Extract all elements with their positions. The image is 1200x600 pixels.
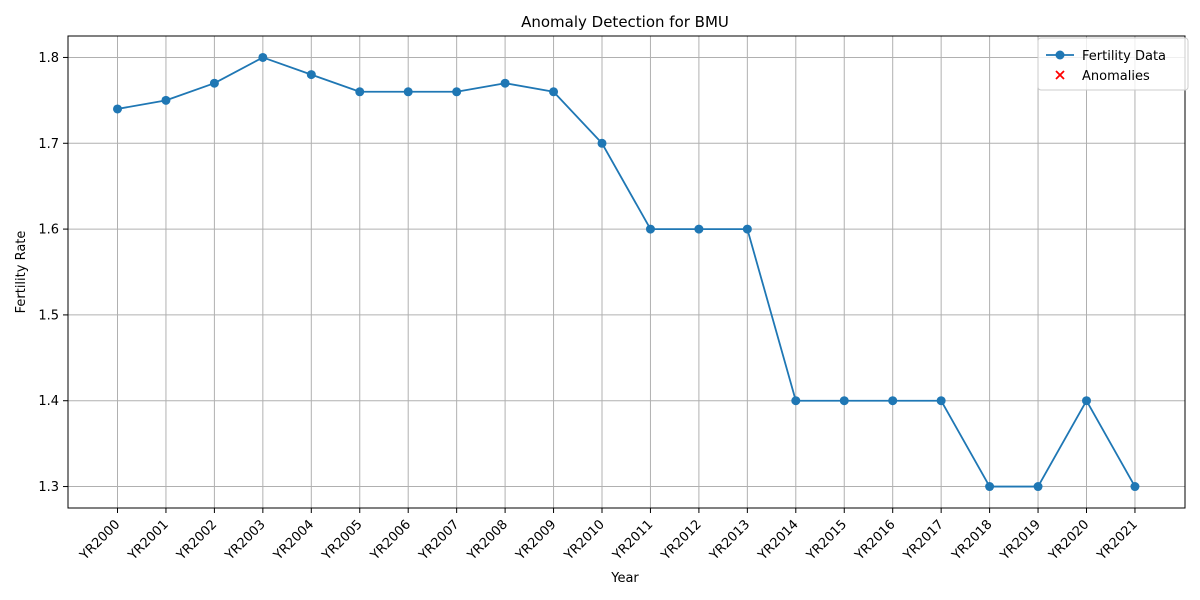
data-point bbox=[258, 52, 268, 62]
data-point bbox=[113, 104, 122, 114]
x-tick-label: YR2000 bbox=[77, 517, 124, 564]
y-tick-label: 1.7 bbox=[38, 137, 59, 152]
legend-label-anomalies: Anomalies bbox=[1082, 69, 1150, 84]
data-point bbox=[936, 396, 946, 406]
x-tick-label: YR2009 bbox=[513, 517, 560, 564]
series-layer bbox=[113, 52, 1140, 492]
data-point bbox=[549, 87, 559, 97]
legend-box bbox=[1037, 37, 1189, 91]
chart-title: Anomaly Detection for BMU bbox=[521, 13, 729, 31]
x-tick-label: YR2018 bbox=[949, 517, 996, 564]
x-tick-label: YR2015 bbox=[803, 517, 850, 564]
data-point bbox=[1082, 396, 1091, 406]
data-point bbox=[985, 482, 995, 492]
x-tick-label: YR2020 bbox=[1046, 517, 1093, 564]
y-tick-label: 1.5 bbox=[38, 308, 59, 323]
x-tick-label: YR2008 bbox=[464, 517, 511, 564]
x-tick-label: YR2006 bbox=[367, 517, 414, 564]
x-tick-label: YR2010 bbox=[561, 517, 608, 564]
axes-layer: YR2000 YR2001 YR2002 YR2003 YR2004 YR2005 YR20… bbox=[38, 35, 1186, 564]
data-point bbox=[452, 87, 462, 97]
x-axis-label: Year bbox=[610, 571, 639, 586]
data-point bbox=[209, 78, 219, 88]
data-point bbox=[355, 87, 365, 97]
y-axis-label: Fertility Rate bbox=[14, 231, 29, 314]
x-tick-label: YR2012 bbox=[658, 517, 705, 564]
x-tick-label: YR2001 bbox=[125, 517, 172, 564]
data-point bbox=[742, 224, 752, 234]
plot-frame bbox=[67, 35, 1186, 509]
x-tick-label: YR2014 bbox=[755, 517, 802, 564]
x-tick-label: YR2021 bbox=[1094, 517, 1141, 564]
x-tick-label: YR2002 bbox=[174, 517, 221, 564]
series-line bbox=[117, 56, 1136, 488]
legend-marker-swatch bbox=[1055, 50, 1065, 60]
x-tick-label: YR2017 bbox=[900, 517, 947, 564]
x-tick-label: YR2004 bbox=[270, 517, 317, 564]
data-point bbox=[403, 87, 413, 97]
y-tick-label: 1.6 bbox=[38, 223, 59, 238]
legend-anomaly-swatch bbox=[1055, 70, 1065, 80]
data-point bbox=[645, 224, 655, 234]
data-point bbox=[1033, 482, 1043, 492]
data-point bbox=[791, 396, 801, 406]
data-point bbox=[694, 224, 704, 234]
y-tick-label: 1.3 bbox=[38, 480, 59, 495]
y-tick-label: 1.4 bbox=[38, 394, 59, 409]
x-tick-label: YR2019 bbox=[997, 517, 1044, 564]
data-point bbox=[500, 78, 510, 88]
data-point bbox=[839, 396, 849, 406]
x-tick-label: YR2005 bbox=[319, 517, 366, 564]
legend-label-fertility: Fertility Data bbox=[1082, 49, 1166, 64]
legend: Fertility Data Anomalies bbox=[1037, 37, 1189, 91]
data-point bbox=[1130, 482, 1140, 492]
x-tick-label: YR2007 bbox=[416, 517, 463, 564]
x-tick-label: YR2013 bbox=[706, 517, 753, 564]
grid-layer bbox=[68, 36, 1185, 508]
data-point bbox=[306, 70, 316, 80]
x-tick-label: YR2016 bbox=[852, 517, 899, 564]
data-point bbox=[888, 396, 898, 406]
x-tick-label: YR2003 bbox=[222, 517, 269, 564]
data-point bbox=[597, 138, 607, 148]
data-point bbox=[161, 95, 171, 105]
y-tick-label: 1.8 bbox=[38, 51, 59, 66]
x-tick-label: YR2011 bbox=[610, 517, 657, 564]
